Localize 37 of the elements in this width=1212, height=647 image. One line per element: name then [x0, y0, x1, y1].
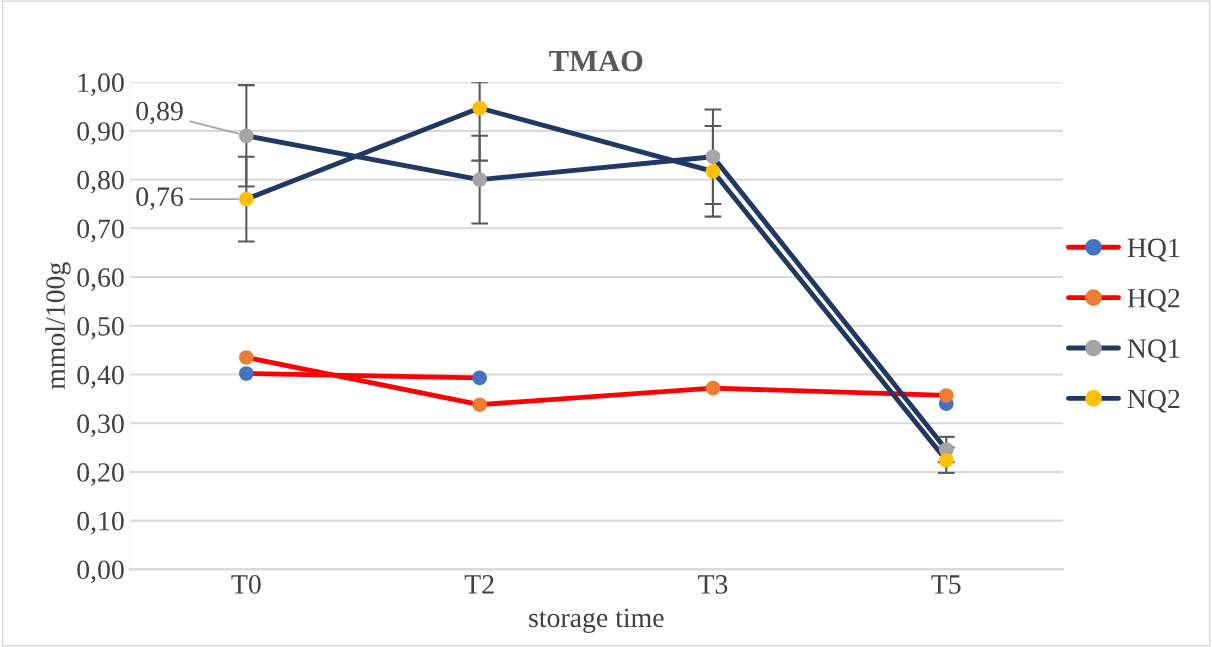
point	[705, 164, 721, 179]
y-tick-label: 0,00	[77, 560, 124, 584]
legend-label: NQ1	[1127, 339, 1180, 363]
y-tick-label: 0,30	[77, 414, 124, 438]
y-tick-label: 0,10	[77, 511, 124, 535]
y-tick-label: 1,00	[78, 73, 124, 97]
y-tick-label: 0,80	[77, 170, 124, 194]
y-tick-label: 0,40	[77, 365, 124, 389]
y-axis-title: mmol/100g	[45, 262, 71, 390]
y-tick-label: 0,70	[77, 219, 124, 243]
point	[472, 100, 487, 116]
point	[472, 370, 487, 386]
data-label: 0,76	[136, 187, 184, 211]
point	[239, 366, 254, 381]
data-label: 0,89	[136, 101, 183, 125]
y-tick-label: 0,20	[77, 463, 124, 486]
y-tick-label: 0,60	[77, 268, 124, 291]
point	[472, 172, 487, 187]
y-tick-label: 0,50	[77, 316, 124, 340]
point	[239, 191, 254, 207]
legend-label: NQ2	[1127, 389, 1180, 413]
x-tick-label: T5	[931, 575, 961, 594]
point	[472, 397, 487, 412]
legend-label: HQ2	[1127, 288, 1180, 312]
point	[239, 128, 254, 144]
legend-label: HQ1	[1127, 238, 1180, 262]
x-axis-title: storage time	[529, 608, 664, 633]
point	[938, 388, 954, 403]
point	[705, 380, 721, 396]
point	[239, 350, 254, 365]
x-tick-label: T0	[231, 575, 261, 594]
point	[705, 149, 721, 164]
y-tick-label: 0,90	[77, 122, 124, 145]
x-tick-label: T3	[698, 575, 728, 594]
x-tick-label: T2	[464, 575, 494, 594]
point	[938, 452, 954, 468]
chart-title: TMAO	[549, 50, 643, 72]
